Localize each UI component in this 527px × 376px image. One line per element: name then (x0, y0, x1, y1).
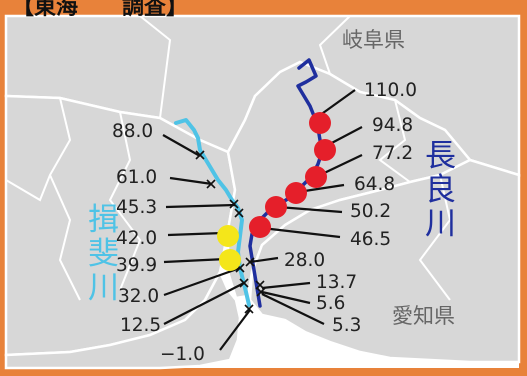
red-marker-50-2 (285, 182, 307, 204)
km-label-50-2: 50.2 (350, 201, 391, 222)
leader-line-13-7 (261, 281, 311, 290)
red-marker-77-2 (314, 139, 336, 161)
cross-marker (256, 287, 266, 297)
km-label-42-0: 42.0 (116, 228, 157, 249)
cross-marker (245, 257, 255, 267)
red-marker-46-5 (249, 216, 271, 238)
km-label-12-5: 12.5 (120, 315, 161, 336)
km-label-28-0: 28.0 (284, 250, 325, 271)
ibi-river-name: 揖 斐 川 (88, 202, 119, 306)
leader-line-77-2 (319, 154, 363, 176)
leader-line-12-5 (163, 282, 245, 325)
cross-marker (244, 304, 254, 314)
ise-bay (230, 298, 390, 368)
red-marker-46-5-upper (265, 196, 287, 218)
km-label-110-0: 110.0 (364, 80, 417, 101)
nagara-river-name: 長 良 川 (425, 138, 456, 242)
km-label-45-3: 45.3 (116, 197, 157, 218)
leader-line-46-5 (261, 226, 341, 239)
leader-line-5-3 (261, 293, 325, 325)
km-label-32-0: 32.0 (118, 286, 159, 307)
km-label-61-0: 61.0 (116, 167, 157, 188)
prefecture-label-aichi: 愛知県 (392, 304, 455, 328)
yellow-marker-39-9 (219, 249, 241, 271)
map-title: 【東海 調査】 (12, 0, 188, 20)
survey-crosses (195, 150, 266, 314)
cross-marker (234, 208, 244, 218)
leader-line-39-9 (163, 257, 227, 264)
km-labels-left: 88.0 61.0 45.3 42.0 39.9 32.0 12.5 −1.0 (112, 121, 205, 365)
yellow-marker-42-0 (217, 225, 239, 247)
leader-line-32-0 (163, 266, 241, 297)
km-label-5-6: 5.6 (316, 293, 345, 314)
km-label-13-7: 13.7 (316, 272, 357, 293)
km-label-39-9: 39.9 (116, 255, 157, 276)
km-label-88-0: 88.0 (112, 121, 153, 142)
red-marker-94-8 (309, 112, 331, 134)
red-markers (249, 112, 336, 238)
km-label-64-8: 64.8 (354, 174, 395, 195)
ibi-river-name-char-1: 揖 (88, 202, 119, 238)
nagara-river-name-char-3: 川 (425, 206, 456, 242)
red-marker-64-8 (305, 166, 327, 188)
km-label-46-5: 46.5 (350, 229, 391, 250)
leader-line-50-2 (277, 205, 343, 214)
yellow-markers (217, 225, 241, 271)
ibi-river-name-char-3: 川 (88, 270, 119, 306)
km-labels-right: 110.0 94.8 77.2 64.8 50.2 46.5 28.0 13.7… (284, 80, 417, 336)
leader-line-45-3 (165, 203, 236, 209)
nagara-river-name-char-1: 長 (425, 138, 456, 174)
ibi-river-name-char-2: 斐 (88, 236, 119, 272)
leader-line-88-0 (162, 134, 201, 157)
km-label-minus-1-0: −1.0 (160, 344, 205, 365)
km-label-94-8: 94.8 (372, 115, 413, 136)
km-label-77-2: 77.2 (372, 143, 413, 164)
leader-lines-left (162, 134, 251, 351)
cross-marker (195, 150, 205, 160)
river-ibi (174, 118, 251, 307)
cross-marker (229, 199, 239, 209)
municipal-borders (5, 15, 452, 301)
leader-line-42-0 (167, 231, 224, 237)
leader-line-minus-1-0 (219, 309, 251, 351)
km-label-5-3: 5.3 (332, 315, 361, 336)
nagara-river-name-char-2: 良 (425, 172, 456, 208)
cross-marker (206, 179, 216, 189)
leader-line-5-6 (261, 290, 311, 305)
cross-marker (239, 278, 249, 288)
leader-line-61-0 (169, 176, 213, 186)
prefecture-label-gifu: 岐阜県 (342, 28, 405, 52)
leader-line-28-0 (249, 256, 279, 264)
